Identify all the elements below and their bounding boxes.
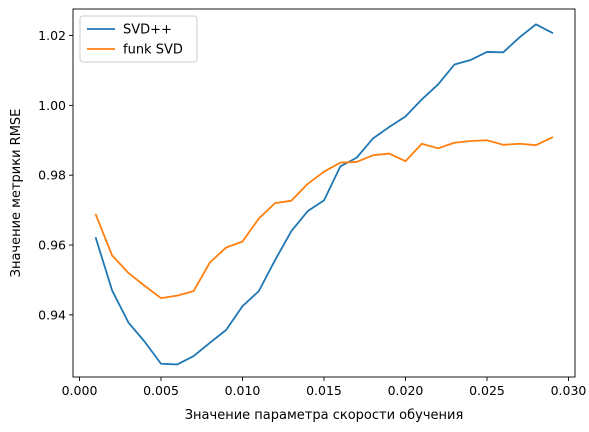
- legend: SVD++ funk SVD: [80, 16, 197, 62]
- x-tick-label: 0.020: [388, 383, 424, 398]
- x-tick-label: 0.015: [306, 383, 342, 398]
- x-tick-label: 0.000: [62, 383, 98, 398]
- x-tick-label: 0.025: [469, 383, 505, 398]
- y-axis-label: Значение метрики RMSE: [9, 109, 24, 278]
- y-tick-label: 0.96: [38, 238, 66, 253]
- x-axis-label: Значение параметра скорости обучения: [185, 408, 464, 423]
- x-tick-label: 0.030: [551, 383, 587, 398]
- y-tick-label: 0.98: [38, 168, 66, 183]
- legend-label-svdpp: SVD++: [123, 23, 172, 38]
- y-tick-label: 0.94: [38, 307, 66, 322]
- x-tick-label: 0.010: [225, 383, 261, 398]
- y-tick-label: 1.02: [38, 28, 66, 43]
- x-tick-label: 0.005: [143, 383, 179, 398]
- y-tick-label: 1.00: [38, 98, 66, 113]
- plot-area: [73, 9, 575, 377]
- legend-label-funk-svd: funk SVD: [123, 43, 183, 58]
